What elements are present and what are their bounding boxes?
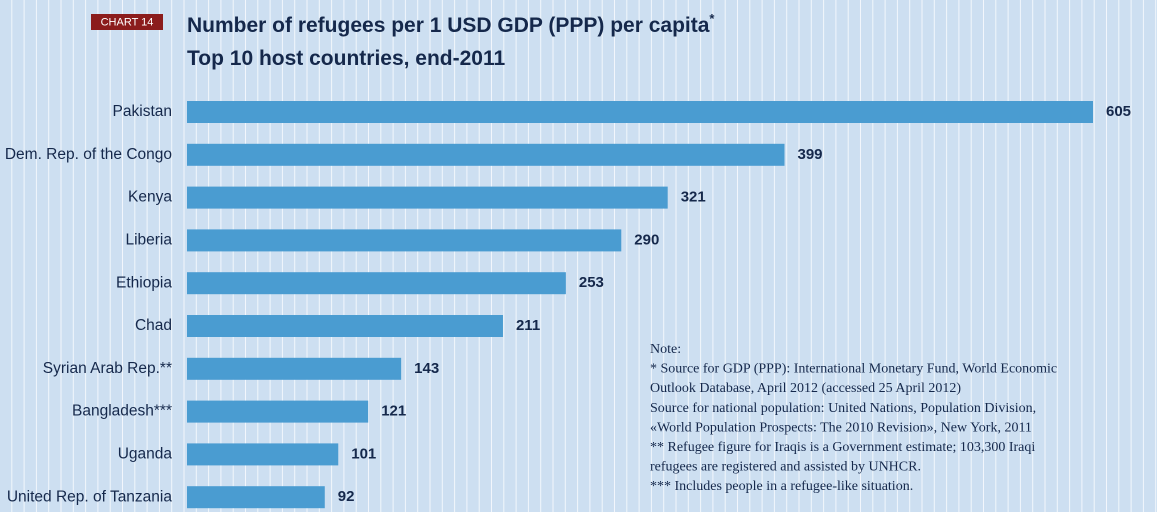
bar [187, 400, 369, 423]
chart-badge: CHART 14 [101, 16, 154, 28]
chart-subtitle: Top 10 host countries, end-2011 [187, 47, 506, 70]
bar [187, 315, 503, 337]
category-label: Dem. Rep. of the Congo [5, 146, 172, 163]
bar [187, 101, 1093, 123]
note-line: Note: [650, 342, 681, 357]
category-label: Liberia [125, 231, 172, 248]
chart-title-line: Number of refugees per 1 USD GDP (PPP) p… [187, 11, 715, 37]
value-label: 321 [681, 189, 706, 206]
chart-badge-bg [91, 14, 163, 30]
category-label: Ethiopia [116, 274, 172, 291]
value-label: 399 [798, 146, 823, 163]
value-label: 121 [381, 403, 406, 420]
value-label: 101 [351, 445, 376, 462]
note-line: Outlook Database, April 2012 (accessed 2… [650, 381, 961, 396]
value-label: 290 [634, 231, 659, 248]
value-label: 253 [579, 274, 604, 291]
chart-title: Number of refugees per 1 USD GDP (PPP) p… [187, 14, 710, 37]
bar [187, 272, 566, 295]
note-line: * Source for GDP (PPP): International Mo… [650, 362, 1057, 377]
bar [187, 443, 339, 466]
category-label: Syrian Arab Rep.** [43, 360, 172, 377]
note-line: *** Includes people in a refugee-like si… [650, 479, 913, 494]
bar [187, 357, 402, 380]
bar [187, 229, 622, 252]
bar [187, 186, 668, 209]
value-label: 92 [338, 488, 355, 505]
category-label: Pakistan [113, 103, 172, 120]
note-line: ** Refugee figure for Iraqis is a Govern… [650, 440, 1035, 455]
category-label: Chad [135, 317, 172, 334]
category-label: Kenya [128, 189, 172, 206]
category-label: Bangladesh*** [72, 403, 172, 420]
value-label: 605 [1106, 103, 1131, 120]
note-line: refugees are registered and assisted by … [650, 460, 921, 475]
value-label: 143 [414, 360, 439, 377]
note-line: «World Population Prospects: The 2010 Re… [650, 420, 1032, 435]
note-line: Source for national population: United N… [650, 401, 1036, 416]
title-mark: * [709, 11, 715, 26]
notes: Note: * Source for GDP (PPP): Internation… [650, 342, 1057, 494]
category-label: Uganda [118, 445, 173, 462]
category-label: United Rep. of Tanzania [7, 488, 173, 505]
bar [187, 143, 785, 166]
bar [187, 486, 325, 509]
value-label: 211 [516, 317, 540, 334]
